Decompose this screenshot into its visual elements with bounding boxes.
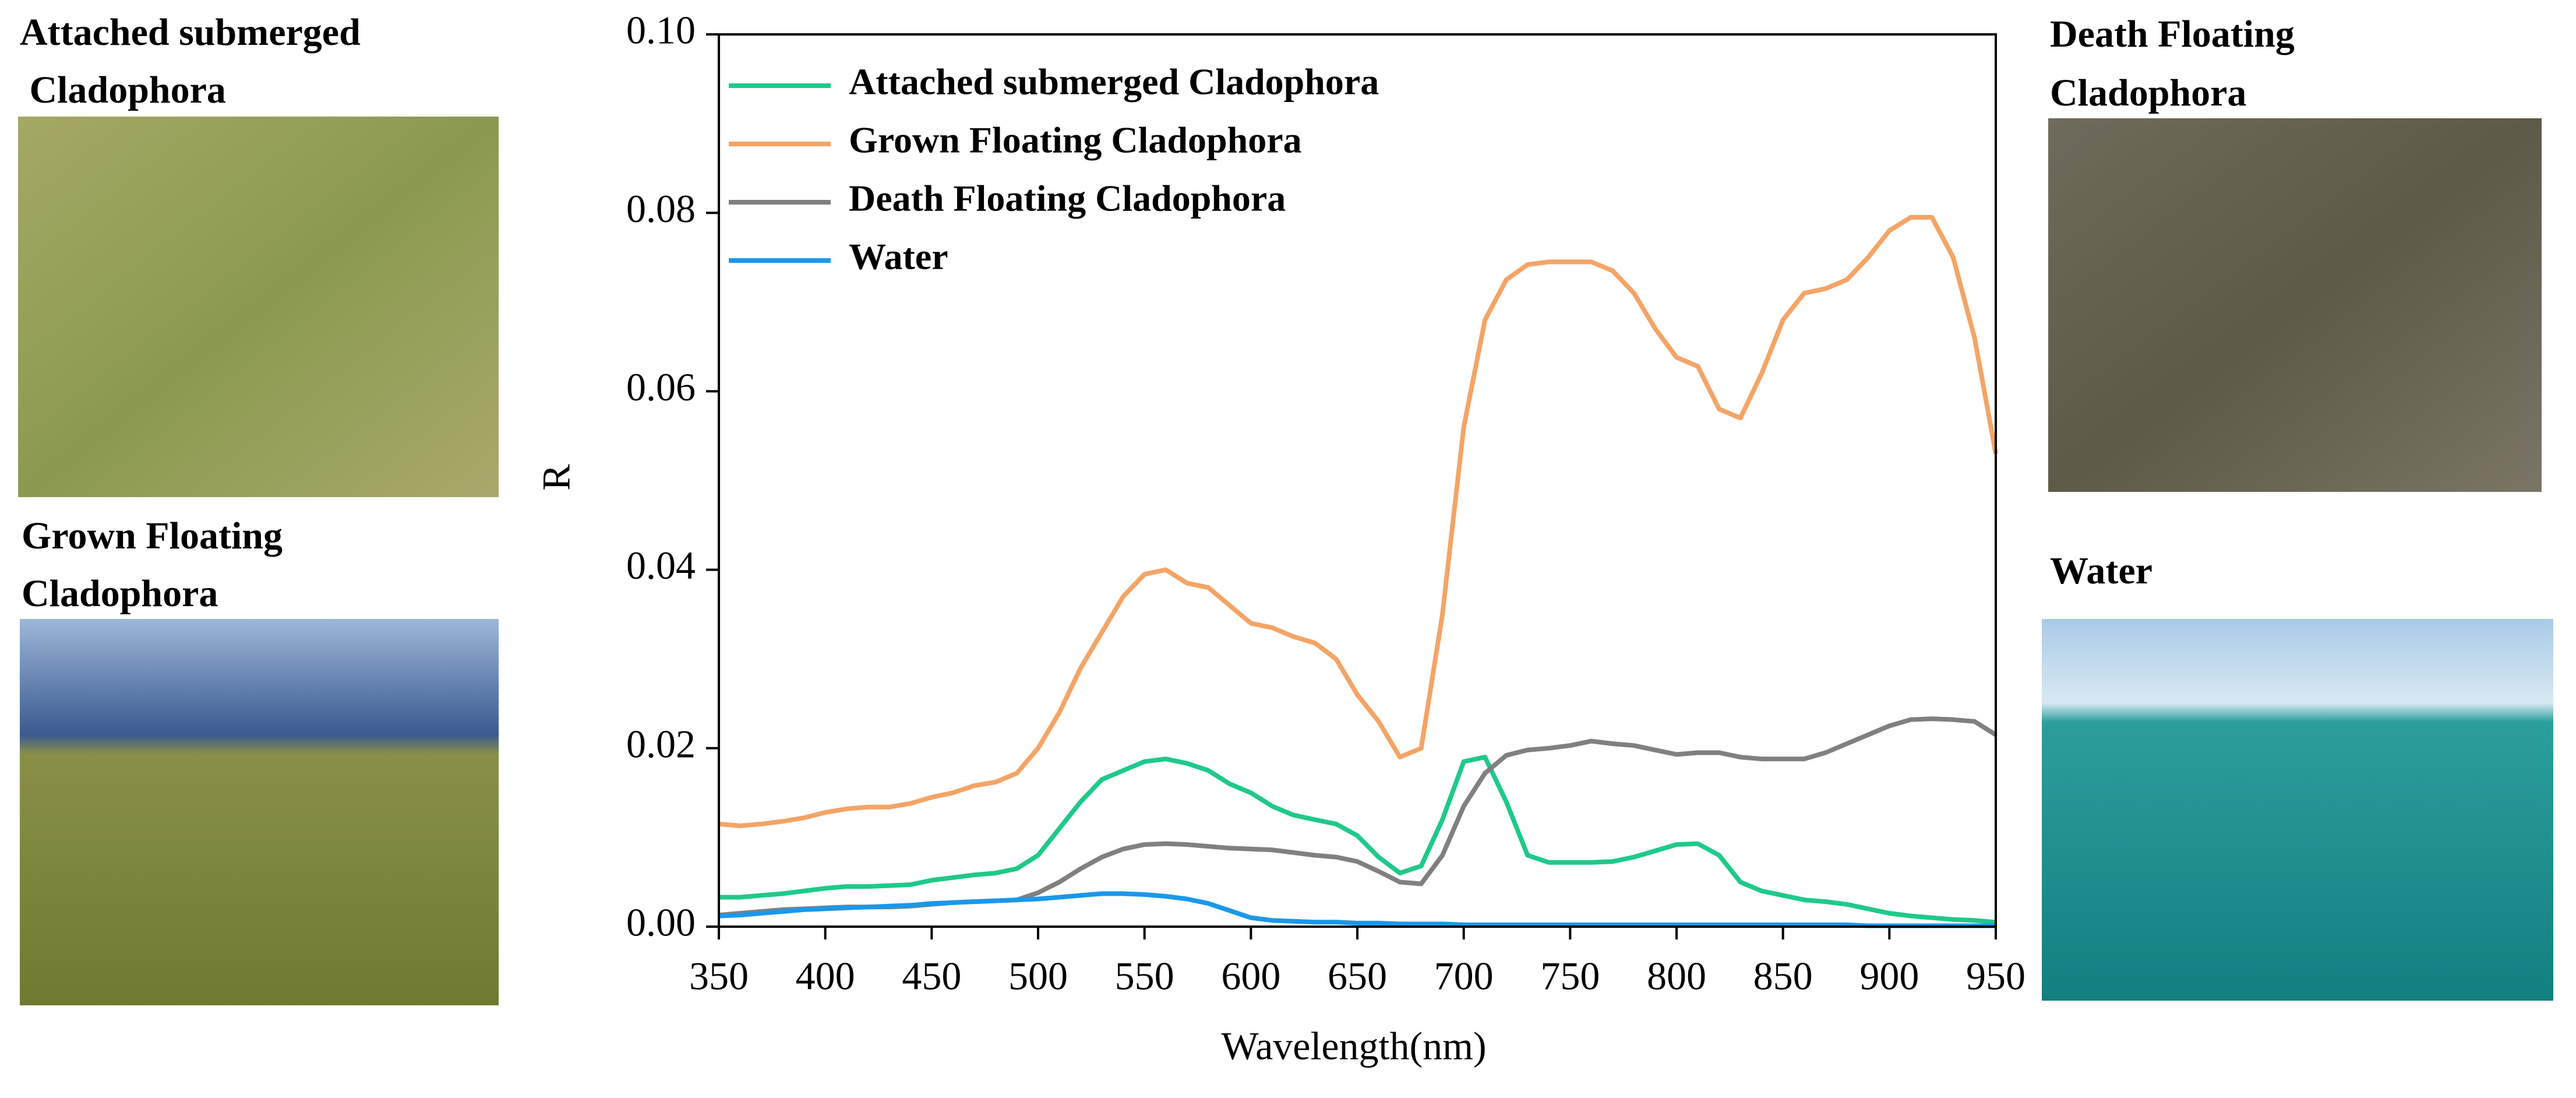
x-tick-label: 650: [1328, 954, 1387, 998]
x-tick-label: 800: [1647, 954, 1706, 998]
y-tick-label: 0.10: [626, 8, 696, 52]
y-tick-label: 0.00: [626, 900, 696, 945]
photo-label: Cladophora: [2050, 72, 2246, 114]
plot-frame: [718, 33, 1997, 928]
x-tick-label: 850: [1753, 954, 1813, 998]
y-axis-label: R: [534, 464, 578, 491]
x-tick-label: 450: [902, 954, 961, 998]
photo: [18, 117, 499, 497]
series-line: [719, 755, 1996, 925]
x-tick-label: 700: [1434, 954, 1494, 998]
x-tick-label: 950: [1966, 954, 2025, 998]
y-tick-label: 0.04: [626, 543, 696, 587]
legend-label: Grown Floating Cladophora: [849, 119, 1302, 161]
y-tick-label: 0.08: [626, 186, 696, 231]
photo-label: Cladophora: [20, 69, 226, 111]
photo: [20, 619, 499, 1005]
x-tick-label: 900: [1859, 954, 1919, 998]
x-tick-label: 400: [796, 954, 855, 998]
legend-label: Death Floating Cladophora: [849, 178, 1286, 219]
photo-label: Death Floating: [2050, 13, 2295, 55]
series-line: [718, 891, 1996, 928]
x-tick-label: 550: [1115, 954, 1174, 998]
photo-label: Cladophora: [22, 572, 218, 615]
x-tick-label: 350: [689, 954, 749, 998]
x-axis-label: Wavelength(nm): [1221, 1024, 1486, 1068]
photo-label: Attached submerged: [20, 11, 361, 54]
x-tick-label: 500: [1008, 954, 1068, 998]
legend-label: Water: [849, 236, 948, 277]
photo-label: Grown Floating: [22, 515, 283, 557]
photo: [2042, 619, 2553, 1001]
y-tick-label: 0.06: [626, 365, 696, 409]
legend-label: Attached submerged Cladophora: [849, 61, 1379, 103]
x-tick-label: 600: [1221, 954, 1280, 998]
photo-label: Water: [2050, 550, 2152, 592]
y-tick-label: 0.02: [626, 722, 696, 766]
photo: [2048, 118, 2542, 492]
series-line: [718, 214, 1998, 828]
x-tick-label: 750: [1540, 954, 1600, 998]
